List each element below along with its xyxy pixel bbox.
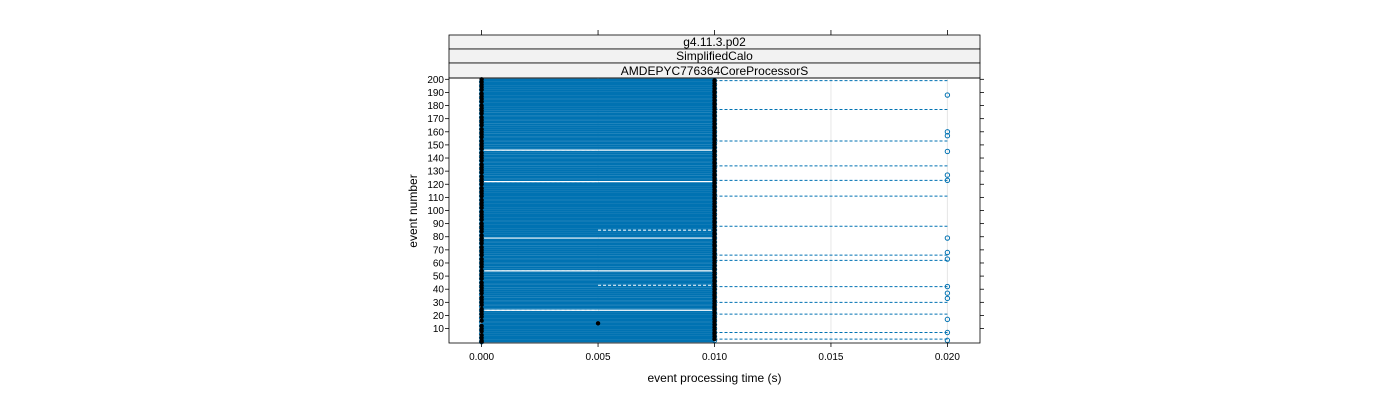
outlier-point-127 (944, 172, 951, 178)
event-point-171 (479, 115, 484, 120)
x-tick-label-0: 0.000 (469, 352, 494, 363)
event-point-25 (479, 306, 484, 312)
event-point-63 (479, 256, 484, 262)
event-point-189 (479, 91, 484, 96)
outlier-point-37 (944, 290, 951, 296)
y-tick-label-11: 120 (427, 180, 444, 191)
outlier-point-33 (944, 295, 951, 302)
y-tick-label-17: 180 (427, 101, 444, 112)
event-point-45 (479, 280, 484, 285)
event-point-81 (479, 233, 484, 238)
outlier-point-145 (944, 148, 951, 155)
y-tick-label-3: 40 (433, 285, 445, 296)
event-point-135 (479, 162, 484, 167)
event-point-153 (479, 138, 484, 144)
y-tick-label-8: 90 (433, 219, 445, 230)
event-point-162 (479, 126, 484, 132)
x-tick-label-3: 0.015 (818, 352, 843, 363)
x-axis: 0.000 0.005 0.010 0.015 0.020 (469, 30, 960, 363)
y-tick-label-7: 80 (433, 232, 445, 243)
event-point-72 (479, 245, 484, 250)
y-tick-label-13: 140 (427, 154, 444, 165)
event-point-117 (479, 185, 484, 191)
y-tick-label-1: 20 (433, 311, 445, 322)
y-axis-title: event number (406, 174, 420, 247)
outlier-point-42 (944, 283, 951, 290)
event-point-199 (712, 78, 717, 83)
outlier-point-1 (944, 337, 951, 344)
x-tick-label-4: 0.020 (935, 352, 960, 363)
y-tick-label-16: 170 (427, 114, 444, 125)
outlier-point-7 (944, 329, 951, 336)
x-axis-title: event processing time (s) (647, 371, 781, 385)
event-point-144 (479, 150, 484, 155)
outlier-point-160 (944, 129, 951, 135)
y-tick-label-6: 70 (433, 245, 445, 256)
y-tick-label-14: 150 (427, 140, 444, 151)
y-tick-label-18: 190 (427, 88, 444, 99)
strip-label-2: SimplifiedCalo (676, 49, 753, 63)
y-tick-label-10: 110 (428, 193, 444, 204)
y-tick-label-9: 100 (427, 206, 444, 217)
outlier-point-63 (944, 256, 951, 262)
y-tick-label-5: 60 (433, 258, 445, 269)
event-point-34 (479, 294, 484, 300)
y-axis: 10 20 30 40 50 60 70 80 90 100 110 120 130 140 150 160 1… (427, 75, 984, 335)
outlier-point-188 (944, 92, 951, 98)
y-tick-label-12: 130 (427, 167, 444, 178)
event-point-14 (595, 321, 601, 326)
outlier-point-17 (944, 316, 951, 323)
outlier-point-123 (944, 177, 951, 184)
strip-label-1: g4.11.3.p02 (683, 35, 746, 49)
event-point-180 (479, 103, 484, 108)
x-tick-label-2: 0.010 (702, 352, 727, 363)
y-tick-label-19: 200 (427, 75, 444, 86)
y-tick-label-2: 30 (433, 298, 445, 309)
outlier-point-68 (944, 249, 951, 256)
event-point-54 (479, 268, 484, 274)
event-point-16 (479, 318, 484, 323)
event-point-12 (479, 323, 484, 329)
strip-label-3: AMDEPYC776364CoreProcessorS (621, 64, 808, 78)
series-lines (481, 78, 948, 343)
y-tick-label-15: 160 (427, 127, 444, 138)
y-tick-label-4: 50 (433, 272, 445, 283)
event-point-99 (479, 209, 484, 215)
outlier-point-79 (944, 235, 951, 241)
y-tick-label-0: 10 (433, 324, 445, 335)
strip-headers: g4.11.3.p02 SimplifiedCalo AMDEPYC776364… (448, 34, 981, 79)
event-point-5 (479, 332, 484, 338)
event-point-90 (479, 221, 484, 226)
event-point-126 (479, 174, 484, 179)
event-point-108 (479, 197, 484, 203)
x-tick-label-1: 0.005 (586, 352, 611, 363)
